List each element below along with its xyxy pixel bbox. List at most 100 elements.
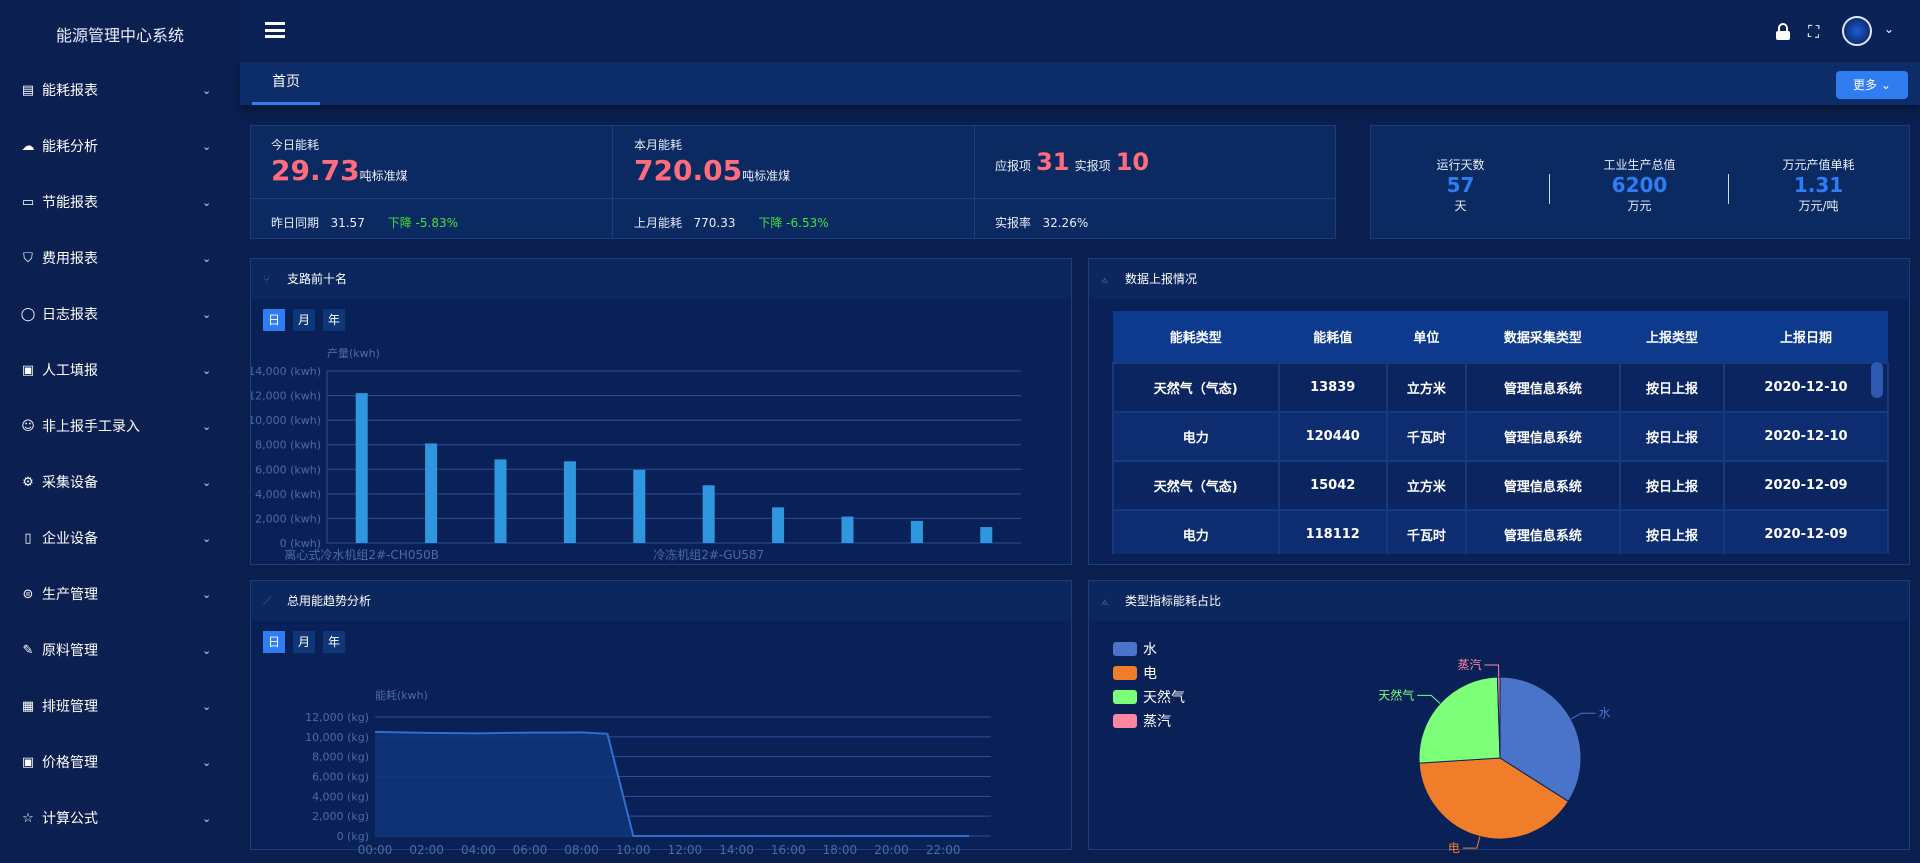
column-header[interactable]: 能耗值 [1278,311,1387,363]
sidebar-item[interactable]: ⛉ 费用报表 ⌄ [0,230,240,286]
range-day-button[interactable]: 日 [263,631,285,653]
sidebar-item[interactable]: ⊜ 生产管理 ⌄ [0,566,240,622]
chevron-down-icon: ⌄ [202,811,212,825]
sidebar-item[interactable]: ▭ 节能报表 ⌄ [0,174,240,230]
kpi-item: 运行天数 57 天 [1371,156,1550,214]
kpi-value: 1.31 [1793,173,1844,197]
cloud-icon: ☁ [21,138,35,154]
range-day-button[interactable]: 日 [263,309,285,331]
done-label: 实报项 [1074,159,1111,173]
table-cell: 2020-12-10 [1722,411,1889,462]
table-cell: 电力 [1112,411,1280,462]
table-row[interactable]: 天然气（气态) 15042 立方米 管理信息系统 按日上报 2020-12-09 [1112,460,1889,511]
sidebar-item[interactable]: ⚙ 采集设备 ⌄ [0,454,240,510]
lock-icon[interactable] [1776,23,1790,40]
x-tick-label: 20:00 [874,843,909,857]
month-unit: 吨标准煤 [742,169,791,183]
table-cell: 按日上报 [1618,509,1725,554]
gear-icon: ⚙ [22,474,34,490]
column-header[interactable]: 数据采集类型 [1465,311,1620,363]
sidebar: 能源管理中心系统 ▤ 能耗报表 ⌄ ☁ 能耗分析 ⌄ ▭ 节能报表 ⌄ ⛉ 费用报表 ⌄ ◯ 日志报表 ⌄ ▣… [0,0,240,863]
legend-label: 电 [1143,666,1157,682]
sidebar-item[interactable]: ☁ 能耗分析 ⌄ [0,118,240,174]
bar [355,393,368,543]
x-tick-label: 00:00 [358,843,393,857]
series-line [374,730,969,837]
sidebar-item[interactable]: ▦ 排班管理 ⌄ [0,678,240,734]
x-tick-label: 18:00 [823,843,858,857]
table-cell: 按日上报 [1618,411,1725,462]
x-tick-label: 04:00 [461,843,496,857]
table-cell: 2020-12-10 [1722,362,1889,413]
wechat-icon: ☺ [21,418,35,434]
kpi-box: 运行天数 57 天 工业生产总值 6200 万元 万元产值单耗 1.31 万元/吨 [1370,125,1910,239]
legend-label: 蒸汽 [1143,714,1171,730]
today-label: 今日能耗 [271,138,320,152]
table-scrollbar[interactable] [1871,362,1883,398]
table-row[interactable]: 电力 120440 千瓦时 管理信息系统 按日上报 2020-12-10 [1112,411,1889,462]
table-row[interactable]: 天然气（气态) 13839 立方米 管理信息系统 按日上报 2020-12-10 [1112,362,1889,413]
hamburger-icon[interactable] [265,22,285,38]
column-header[interactable]: 上报类型 [1619,311,1724,363]
report-table[interactable]: 能耗类型 能耗值 单位 数据采集类型 上报类型 上报日期 天然气（气态) 13839 立方米 管理… [1112,311,1889,554]
panel-title: 类型指标能耗占比 [1125,594,1222,608]
message-icon: ▭ [21,194,35,210]
y-tick-label: 0 (kg) [337,830,369,843]
legend-item[interactable]: 水 [1113,637,1185,661]
month-label: 本月能耗 [634,138,683,152]
range-month-button[interactable]: 月 [293,631,315,653]
legend-label: 水 [1143,642,1157,658]
sidebar-item[interactable]: ☆ 计算公式 ⌄ [0,790,240,846]
month-trend: 下降 -6.53% [758,216,829,230]
legend-item[interactable]: 电 [1113,661,1185,685]
slice-label: 蒸汽 [1458,657,1482,672]
sidebar-item-label: 能耗报表 [42,83,98,99]
bar [425,443,438,543]
sidebar-item-label: 非上报手工录入 [42,419,140,435]
legend-item[interactable]: 蒸汽 [1113,709,1185,733]
due-label: 应报项 [995,159,1032,173]
energy-stats: 今日能耗 29.73吨标准煤 昨日同期 31.57 下降 -5.83% 本月能耗… [250,125,1336,239]
avatar[interactable] [1842,16,1872,46]
table-cell: 118112 [1277,509,1388,554]
sidebar-item-label: 原料管理 [42,643,98,659]
sidebar-item[interactable]: ▣ 价格管理 ⌄ [0,734,240,790]
table-row[interactable]: 电力 118112 千瓦时 管理信息系统 按日上报 2020-12-09 [1112,509,1889,554]
sidebar-item[interactable]: ✎ 原料管理 ⌄ [0,622,240,678]
range-month-button[interactable]: 月 [293,309,315,331]
y-tick-label: 4,000 (kwh) [255,488,321,501]
range-year-button[interactable]: 年 [323,631,345,653]
chevron-down-icon[interactable]: ⌄ [1884,22,1895,36]
sidebar-item[interactable]: ▯ 企业设备 ⌄ [0,510,240,566]
picture-icon: ▣ [21,754,35,770]
more-button[interactable]: 更多 ⌄ [1836,71,1908,99]
column-header[interactable]: 单位 [1386,311,1466,363]
legend-item[interactable]: 天然气 [1113,685,1185,709]
bar [980,527,993,543]
bar [841,516,854,543]
table-cell: 千瓦时 [1385,509,1467,554]
bar [910,520,923,543]
sidebar-item[interactable]: ▤ 能耗报表 ⌄ [0,62,240,118]
tab-home[interactable]: 首页 [252,62,320,105]
fullscreen-icon[interactable]: ⛶ [1808,22,1820,41]
table-cell: 2020-12-09 [1722,509,1889,554]
column-header[interactable]: 上报日期 [1723,311,1888,363]
list-circle-icon: ⊜ [22,586,34,602]
chevron-down-icon: ⌄ [202,139,212,153]
range-year-button[interactable]: 年 [323,309,345,331]
sidebar-item[interactable]: ◯ 日志报表 ⌄ [0,286,240,342]
y-tick-label: 2,000 (kwh) [255,512,321,525]
line-chart-icon: ⟋ [263,594,272,608]
table-cell: 管理信息系统 [1464,509,1621,554]
kpi-value: 57 [1446,173,1475,197]
column-header[interactable]: 能耗类型 [1113,311,1279,363]
bar [702,485,715,543]
sidebar-item[interactable]: ▣ 人工填报 ⌄ [0,342,240,398]
y-tick-label: 2,000 (kg) [312,810,369,823]
y-tick-label: 8,000 (kg) [312,751,369,764]
legend-label: 天然气 [1143,690,1185,706]
top-header: ⛶ ⌄ [240,0,1920,62]
sidebar-item[interactable]: ☺ 非上报手工录入 ⌄ [0,398,240,454]
star-icon: ☆ [22,810,34,826]
